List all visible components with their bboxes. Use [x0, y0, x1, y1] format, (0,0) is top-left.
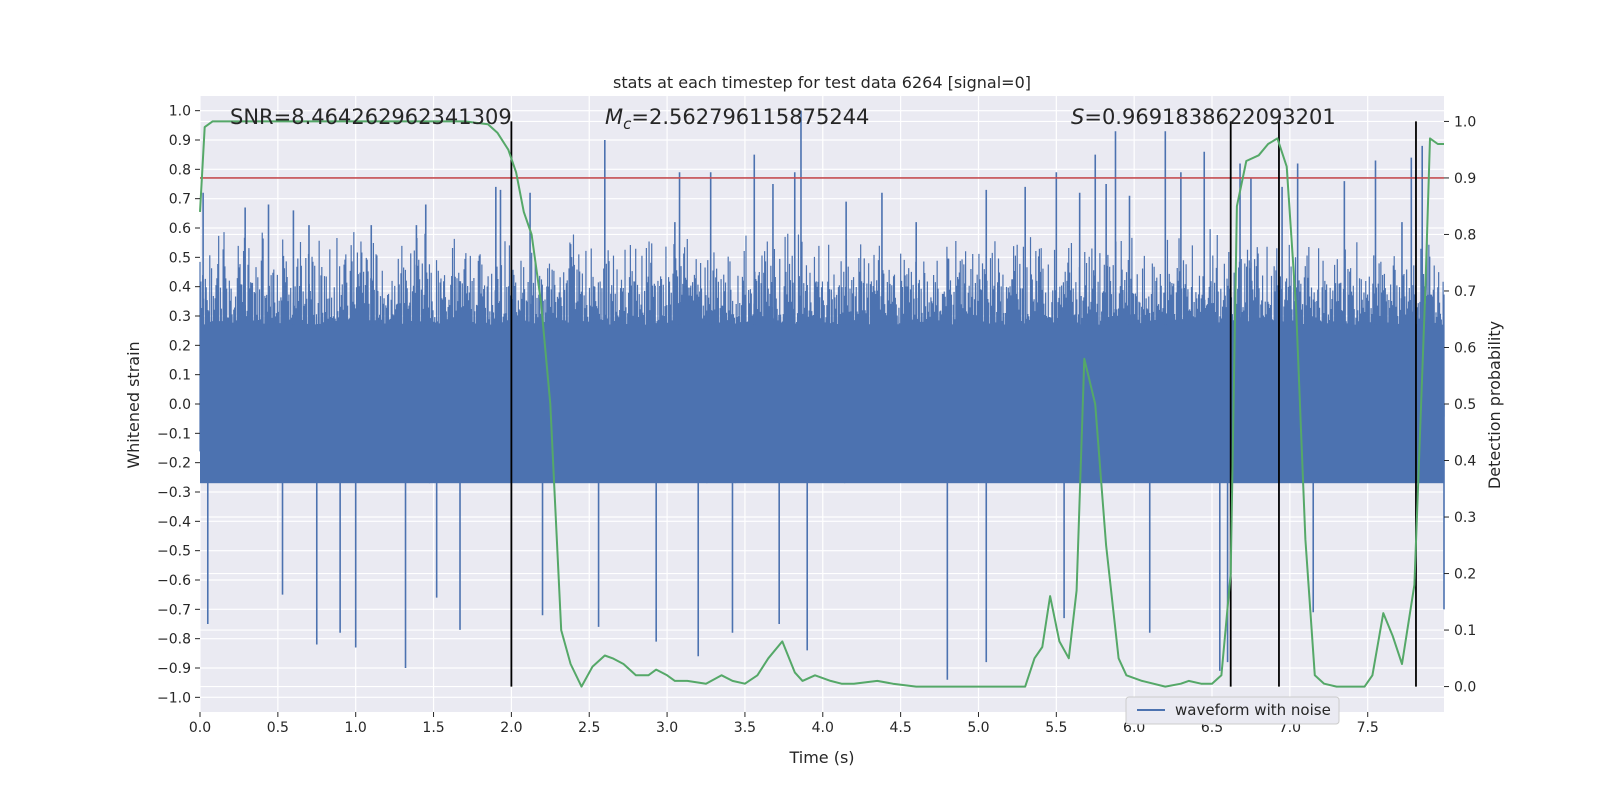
- y-tick-label: −0.6: [157, 573, 191, 589]
- x-tick-label: 1.5: [422, 720, 444, 736]
- chirp-mass-annotation: Mc=2.562796115875244: [605, 105, 869, 133]
- y-tick-label: 0.9: [169, 133, 191, 149]
- y-tick-label: −0.8: [157, 632, 191, 648]
- y-axis-right-title: Detection probability: [1485, 321, 1504, 489]
- chirp-mass-symbol: M: [605, 105, 623, 129]
- probability-series: [199, 120, 1444, 688]
- x-tick-label: 2.5: [578, 720, 600, 736]
- y-right-tick-label: 0.3: [1454, 510, 1476, 526]
- reference-lines: [200, 121, 1444, 687]
- x-tick-label: 4.5: [889, 720, 911, 736]
- x-tick-label: 3.0: [656, 720, 678, 736]
- y-tick-label: 0.8: [169, 162, 191, 178]
- y-tick-label: −0.4: [157, 514, 191, 530]
- x-tick-label: 0.5: [267, 720, 289, 736]
- y-tick-label: −0.1: [157, 426, 191, 442]
- y-tick-label: 0.0: [169, 397, 191, 413]
- detection-probability-line: [199, 120, 1444, 688]
- y-tick-label: −0.2: [157, 456, 191, 472]
- x-tick-label: 7.5: [1357, 720, 1379, 736]
- waveform-core: [200, 324, 1444, 484]
- y-tick-label: 0.6: [169, 221, 191, 237]
- y-right-tick-label: 0.5: [1454, 397, 1476, 413]
- legend: waveform with noise: [1125, 696, 1340, 725]
- y-tick-label: −0.7: [157, 602, 191, 618]
- y-tick-label: 0.1: [169, 368, 191, 384]
- y-right-tick-label: 0.4: [1454, 454, 1476, 470]
- y-tick-label: 0.7: [169, 192, 191, 208]
- legend-label: waveform with noise: [1175, 701, 1331, 719]
- x-tick-label: 1.0: [345, 720, 367, 736]
- y-tick-label: 1.0: [169, 104, 191, 120]
- chirp-mass-subscript: c: [623, 115, 632, 133]
- chirp-mass-value: =2.562796115875244: [631, 105, 869, 129]
- y-tick-label: 0.3: [169, 309, 191, 325]
- y-right-tick-label: 0.7: [1454, 284, 1476, 300]
- detection-stat-annotation: S=0.9691838622093201: [1071, 105, 1336, 129]
- y-axis-title: Whitened strain: [124, 341, 143, 468]
- y-tick-label: 0.5: [169, 250, 191, 266]
- x-tick-label: 5.5: [1045, 720, 1067, 736]
- y-right-tick-label: 0.0: [1454, 680, 1476, 696]
- detection-stat-value: =0.9691838622093201: [1084, 105, 1335, 129]
- x-tick-label: 4.0: [812, 720, 834, 736]
- legend-box: [1125, 696, 1340, 725]
- x-tick-label: 3.5: [734, 720, 756, 736]
- chart-title: stats at each timestep for test data 626…: [613, 73, 1031, 92]
- x-tick-label: 5.0: [967, 720, 989, 736]
- detection-stat-symbol: S: [1071, 105, 1084, 129]
- y-right-tick-label: 0.8: [1454, 227, 1476, 243]
- waveform-series: [199, 110, 1445, 680]
- y-right-tick-label: 1.0: [1454, 114, 1476, 130]
- y-right-tick-label: 0.9: [1454, 171, 1476, 187]
- y-right-tick-label: 0.6: [1454, 340, 1476, 356]
- y-tick-label: 0.4: [169, 280, 191, 296]
- x-axis-title: Time (s): [788, 748, 854, 767]
- y-tick-label: −0.3: [157, 485, 191, 501]
- y-tick-label: −1.0: [157, 690, 191, 706]
- y-right-tick-label: 0.1: [1454, 623, 1476, 639]
- axes: 0.0 0.5 1.0 1.5 2.0 2.5 3.0 3.5 4.0 4.5 5.0 5.5 6.0 6…: [157, 104, 1476, 736]
- y-tick-label: −0.5: [157, 544, 191, 560]
- y-right-tick-label: 0.2: [1454, 567, 1476, 583]
- y-tick-label: −0.9: [157, 661, 191, 677]
- snr-annotation: SNR=8.464262962341309: [230, 105, 512, 129]
- x-tick-label: 2.0: [500, 720, 522, 736]
- y-tick-label: 0.2: [169, 338, 191, 354]
- x-tick-label: 0.0: [189, 720, 211, 736]
